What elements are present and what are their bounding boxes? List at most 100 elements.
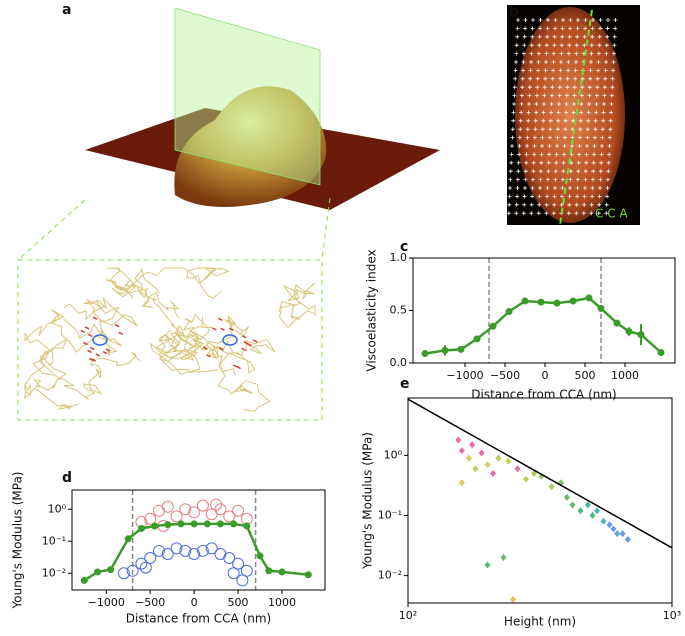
grid-cross <box>538 177 543 182</box>
grid-cross <box>566 60 571 64</box>
grid-cross <box>590 34 595 39</box>
grid-cross <box>527 93 532 98</box>
grid-cross <box>519 102 524 106</box>
residue <box>202 346 208 350</box>
grid-cross <box>582 194 587 199</box>
grid-cross <box>554 152 559 157</box>
grid-cross <box>507 194 512 199</box>
data-point <box>152 544 165 557</box>
protein-trace <box>106 267 180 319</box>
grid-cross <box>568 169 573 174</box>
residue <box>243 341 249 345</box>
grid-cross <box>577 152 582 157</box>
plot-frame <box>71 489 326 591</box>
grid-cross <box>589 43 594 48</box>
grid-cross <box>544 60 548 64</box>
data-point <box>80 576 88 584</box>
data-point <box>606 521 613 529</box>
grid-cross <box>557 102 561 106</box>
grid-cross <box>542 102 546 106</box>
grid-cross <box>589 202 594 207</box>
grid-cross <box>527 102 531 106</box>
grid-cross <box>600 144 604 148</box>
grid-cross <box>545 194 550 199</box>
protein-trace <box>206 344 271 413</box>
grid-cross <box>523 186 527 190</box>
grid-cross <box>596 211 601 216</box>
data-point <box>144 551 157 564</box>
data-point <box>164 521 172 529</box>
grid-cross <box>551 211 556 216</box>
grid-cross <box>575 34 580 39</box>
grid-cross <box>609 93 614 98</box>
grid-cross <box>538 18 543 22</box>
residue <box>95 353 101 357</box>
data-point <box>137 525 145 533</box>
data-point <box>117 567 130 580</box>
residue <box>92 316 98 320</box>
grid-cross <box>613 18 618 22</box>
grid-cross <box>534 102 539 106</box>
grid-cross <box>596 51 601 56</box>
grid-cross <box>530 186 535 190</box>
grid-cross <box>586 118 591 123</box>
grid-cross <box>530 34 535 39</box>
grid-cross <box>545 26 550 31</box>
grid-cross <box>608 127 613 132</box>
y-tick-label: 1.0 <box>390 251 408 264</box>
grid-cross <box>567 34 572 39</box>
data-point <box>179 544 192 557</box>
grid-cross <box>605 194 610 199</box>
grid-cross <box>572 85 577 90</box>
grid-cross <box>559 202 564 207</box>
grid-cross <box>582 34 587 39</box>
data-point <box>521 297 529 305</box>
grid-cross <box>561 169 566 174</box>
data-point <box>190 520 198 528</box>
grid-cross <box>604 60 608 64</box>
x-tick-label: 0 <box>542 369 549 382</box>
grid-cross <box>545 186 550 190</box>
grid-cross <box>599 160 604 165</box>
grid-cross <box>530 26 535 31</box>
data-point <box>619 530 626 538</box>
data-point <box>489 322 497 330</box>
grid-cross <box>541 110 546 115</box>
grid-cross <box>605 34 610 39</box>
grid-cross <box>523 169 528 174</box>
residue <box>252 339 258 343</box>
grid-cross <box>603 76 608 81</box>
grid-cross <box>601 118 606 123</box>
grid-cross <box>552 43 557 48</box>
grid-cross <box>553 169 558 174</box>
grid-cross <box>560 177 565 182</box>
grid-cross <box>567 202 572 207</box>
residue <box>118 331 124 335</box>
y-axis-label: Viscoelasticity index <box>365 249 379 371</box>
data-point <box>214 548 227 561</box>
grid-cross <box>534 110 539 115</box>
grid-cross <box>565 76 570 81</box>
grid-cross <box>590 26 595 31</box>
grid-cross <box>587 93 592 98</box>
grid-cross <box>556 110 561 115</box>
grid-cross <box>515 186 520 190</box>
grid-cross <box>604 43 609 48</box>
grid-cross <box>559 51 564 56</box>
grid-cross <box>598 169 603 174</box>
grid-cross <box>583 177 588 182</box>
grid-cross <box>556 118 561 123</box>
data-point <box>584 501 591 509</box>
grid-cross <box>558 68 563 73</box>
data-point <box>170 542 183 555</box>
grid-cross <box>510 127 515 132</box>
x-axis-label: Distance from CCA (nm) <box>471 388 616 402</box>
grid-cross <box>533 127 538 132</box>
x-tick-label: −1000 <box>446 369 483 382</box>
grid-cross <box>566 68 571 73</box>
grid-cross <box>551 60 556 64</box>
grid-cross <box>564 110 569 115</box>
data-point <box>537 298 545 306</box>
grid-cross <box>511 110 516 115</box>
grid-cross <box>583 169 588 174</box>
